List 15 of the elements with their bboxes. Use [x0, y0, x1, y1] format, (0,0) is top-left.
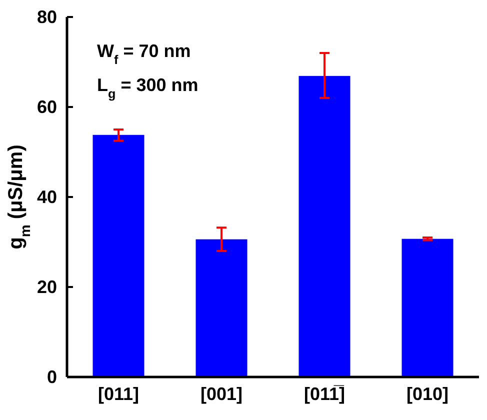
x-tick-label: [001] [200, 384, 243, 404]
y-tick-label: 60 [36, 96, 57, 117]
annotation: L$_{g}$ = 300 nm [97, 75, 198, 101]
y-tick-label: 0 [46, 366, 57, 387]
x-tick-label: [011̅] [304, 384, 346, 404]
y-tick-label: 40 [36, 186, 57, 207]
bar [298, 76, 350, 377]
y-tick-label: 20 [36, 276, 57, 297]
x-tick-label: [010] [406, 384, 449, 404]
annotation: W$_{f}$ = 70 nm [97, 41, 191, 67]
bar [92, 134, 144, 377]
y-tick-label: 80 [36, 6, 57, 27]
bar [402, 238, 454, 377]
bar [196, 239, 248, 377]
x-tick-label: [011] [98, 384, 140, 404]
